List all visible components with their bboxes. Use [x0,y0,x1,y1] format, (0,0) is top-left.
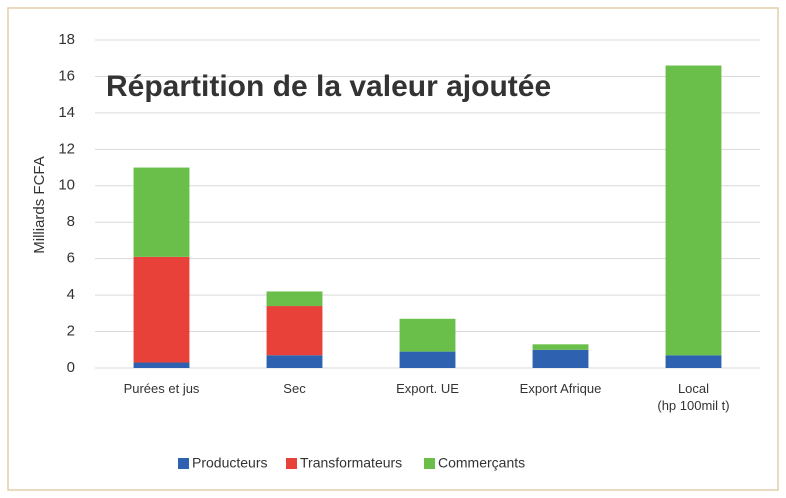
y-tick-label: 8 [67,213,75,230]
legend-label: Commerçants [438,455,525,471]
y-tick-label: 16 [58,67,75,84]
y-tick-label: 14 [58,104,75,121]
legend-label: Transformateurs [300,455,402,471]
legend-swatch [178,458,189,469]
y-tick-label: 6 [67,250,75,267]
x-tick-label-box: Sec [283,381,306,396]
bar-segment [133,362,190,368]
x-tick-label-box: Export. UE [396,381,459,396]
bar-segment [266,291,323,307]
y-tick-label: 4 [67,286,75,303]
bar-segment [133,256,190,363]
y-tick-label: 12 [58,140,75,157]
bar-segment [399,351,456,368]
y-tick-label: 18 [58,31,75,48]
y-axis-label: Milliards FCFA [31,156,48,254]
bar-segment [665,355,722,368]
x-tick-label-box: Local (hp 100mil t) [657,381,730,413]
chart-title: Répartition de la valeur ajoutée [106,70,551,103]
y-tick-label: 0 [67,359,75,376]
bar-segment [399,318,456,352]
x-tick-label: Purées et jus [123,381,200,396]
x-tick-label: Sec [283,381,306,396]
x-tick-label: Local (hp 100mil t) [657,381,730,413]
bar-segment [266,355,323,368]
y-tick-label: 10 [58,177,75,194]
x-tick-label: Export. UE [396,381,459,396]
bar-segment [266,306,323,356]
bar-segment [532,349,589,368]
bar-segment [665,65,722,356]
legend-swatch [286,458,297,469]
x-tick-label-box: Purées et jus [123,381,200,396]
x-tick-label: Export Afrique [519,381,602,396]
legend-swatch [424,458,435,469]
bar-segment [133,167,190,257]
legend-label: Producteurs [192,455,267,471]
bar-segment [532,344,589,350]
x-tick-label-box: Export Afrique [519,381,602,396]
y-tick-label: 2 [67,323,75,340]
